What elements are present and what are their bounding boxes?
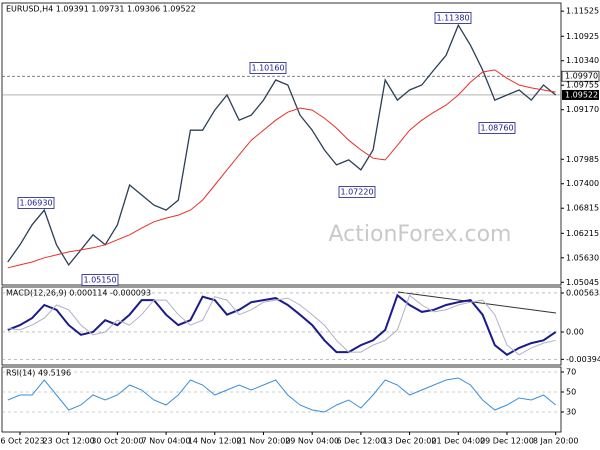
x-tick-label: 8 Jan 20:00 xyxy=(533,437,579,446)
last-price-label: 1.09522 xyxy=(565,90,598,99)
x-tick-label: 21 Nov 20:00 xyxy=(237,437,291,446)
y-tick-label: 1.05045 xyxy=(566,278,599,287)
x-tick-label: 23 Oct 12:00 xyxy=(43,437,95,446)
y-tick-label: 1.11525 xyxy=(566,7,599,16)
price-panel xyxy=(1,2,562,286)
series-line xyxy=(7,69,556,269)
x-tick-label: 13 Dec 20:00 xyxy=(383,437,437,446)
annotation-box xyxy=(338,186,376,198)
annotation: 1.07220 xyxy=(340,188,373,197)
annotation-box xyxy=(478,122,516,134)
y-tick-label: 1.07985 xyxy=(566,155,599,164)
y-tick-label: 1.09755 xyxy=(566,81,599,90)
y-tick-label: 0.00 xyxy=(566,327,584,336)
series-line xyxy=(7,294,556,356)
x-tick-label: 16 Oct 2023 xyxy=(0,437,45,446)
price-tag xyxy=(561,70,600,82)
y-tick-label: 50 xyxy=(566,388,576,397)
annotation: 1.08760 xyxy=(480,124,513,133)
rsi-title: RSI(14) 49.5196 xyxy=(6,369,71,378)
annotation-box xyxy=(81,274,119,286)
watermark: ActionForex.com xyxy=(329,222,512,247)
x-tick-label: 29 Nov 04:00 xyxy=(285,437,339,446)
annotation: 1.05150 xyxy=(83,276,116,285)
y-tick-label: -0.003949 xyxy=(566,355,600,364)
annotation: 1.10160 xyxy=(251,64,284,73)
series-line xyxy=(7,293,557,357)
annotation: 1.11380 xyxy=(436,14,469,23)
y-tick-label: 1.06815 xyxy=(566,204,599,213)
series-line xyxy=(7,377,557,413)
y-tick-label: 1.07400 xyxy=(566,179,599,188)
y-tick-label: 70 xyxy=(566,368,576,377)
macd-panel xyxy=(1,286,562,366)
macd-trendline xyxy=(397,291,557,314)
annotation-box xyxy=(249,62,287,74)
y-tick-label: 1.10925 xyxy=(566,32,599,41)
x-tick-label: 14 Nov 12:00 xyxy=(188,437,242,446)
x-tick-label: 7 Nov 04:00 xyxy=(142,437,191,446)
chart-title: EURUSD,H4 1.09391 1.09731 1.09306 1.0952… xyxy=(6,5,196,14)
last-price-tag xyxy=(562,89,599,100)
x-tick-label: 29 Dec 12:00 xyxy=(480,437,534,446)
x-tick-label: 21 Dec 04:00 xyxy=(431,437,485,446)
annotation-box xyxy=(434,12,472,24)
annotation-box xyxy=(17,197,55,209)
y-tick-label: 1.05630 xyxy=(566,253,599,262)
x-tick-label: 30 Oct 20:00 xyxy=(91,437,143,446)
x-tick-label: 6 Dec 12:00 xyxy=(337,437,386,446)
annotation: 1.06930 xyxy=(19,199,52,208)
y-tick-label: 1.10340 xyxy=(566,56,599,65)
y-tick-label: 1.09170 xyxy=(566,105,599,114)
y-tick-label: 0.005635 xyxy=(566,288,600,297)
macd-title: MACD(12,26,9) 0.000114 -0.000093 xyxy=(6,289,151,298)
y-tick-label: 1.06215 xyxy=(566,229,599,238)
rsi-panel xyxy=(1,366,562,433)
y-tick-label: 30 xyxy=(566,408,576,417)
price-tag-label: 1.09970 xyxy=(565,72,598,81)
series-line xyxy=(7,23,557,267)
